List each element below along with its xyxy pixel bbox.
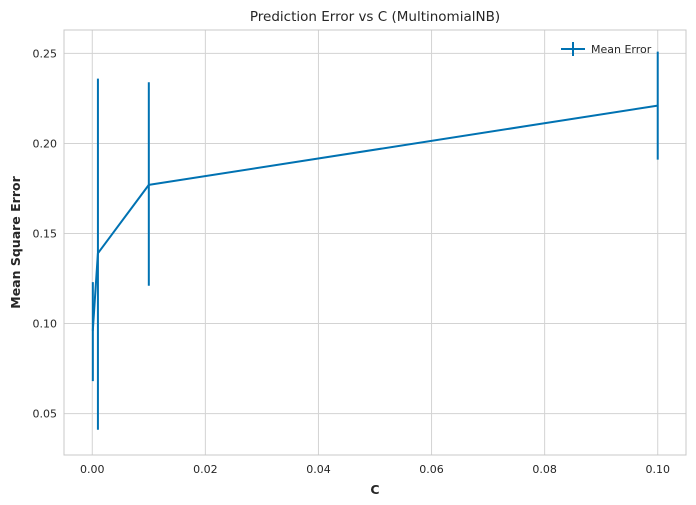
y-tick-label: 0.20 [33, 137, 58, 150]
series-line [91, 104, 658, 331]
y-axis-label: Mean Square Error [8, 175, 23, 308]
grid [64, 30, 686, 455]
legend-label: Mean Error [591, 43, 652, 56]
x-ticks: 0.00 0.02 0.04 0.06 0.08 0.10 [80, 463, 670, 476]
y-tick-label: 0.15 [33, 227, 58, 240]
chart-title: Prediction Error vs C (MultinomialNB) [250, 9, 500, 25]
legend: Mean Error [561, 42, 652, 56]
x-tick-label: 0.04 [306, 463, 331, 476]
x-tick-label: 0.02 [193, 463, 218, 476]
x-tick-label: 0.08 [532, 463, 557, 476]
plot-frame [63, 29, 687, 456]
y-tick-label: 0.05 [33, 408, 58, 421]
series-layer [91, 51, 659, 430]
y-tick-label: 0.25 [33, 47, 58, 60]
x-tick-label: 0.06 [419, 463, 444, 476]
x-axis-label: C [370, 482, 379, 497]
x-tick-label: 0.00 [80, 463, 105, 476]
y-ticks: 0.05 0.10 0.15 0.20 0.25 [33, 47, 58, 420]
x-tick-label: 0.10 [645, 463, 670, 476]
y-tick-label: 0.10 [33, 318, 58, 331]
